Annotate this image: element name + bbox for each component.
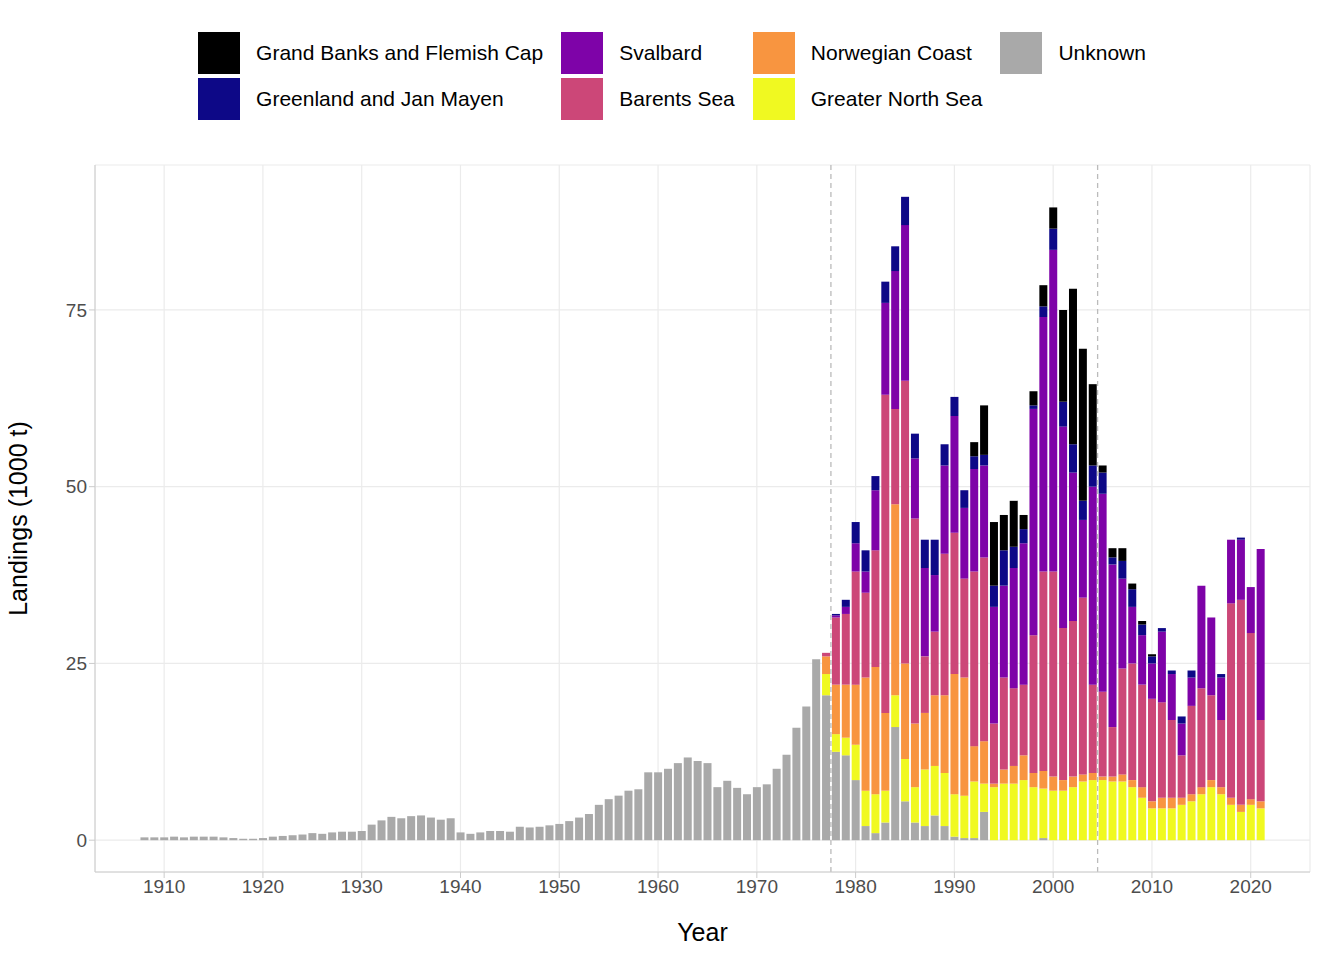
- html-text:Barents Sea: Barents Sea: [619, 87, 735, 110]
- html-text:Svalbard: Svalbard: [619, 41, 703, 64]
- html-text:Norwegian Coast: Norwegian Coast: [810, 41, 972, 64]
- svg-text:2010: 2010: [1131, 876, 1173, 897]
- svg-text:1950: 1950: [538, 876, 580, 897]
- svg-text:0: 0: [76, 830, 87, 851]
- svg-text:Landings (1000 t): Landings (1000 t): [8, 421, 32, 616]
- svg-text:1930: 1930: [341, 876, 383, 897]
- html-text:Greater North Sea: Greater North Sea: [810, 87, 983, 110]
- svg-text:1940: 1940: [439, 876, 481, 897]
- html-text:Grand Banks and Flemish Cap: Grand Banks and Flemish Cap: [256, 41, 544, 64]
- svg-text:Year: Year: [677, 918, 728, 946]
- svg-text:1970: 1970: [736, 876, 778, 897]
- svg-text:1990: 1990: [933, 876, 975, 897]
- svg-text:50: 50: [66, 476, 87, 497]
- svg-text:75: 75: [66, 300, 87, 321]
- svg-text:2000: 2000: [1032, 876, 1074, 897]
- svg-text:25: 25: [66, 653, 87, 674]
- svg-text:1980: 1980: [834, 876, 876, 897]
- svg-text:1920: 1920: [242, 876, 284, 897]
- svg-text:1910: 1910: [143, 876, 185, 897]
- svg-text:1960: 1960: [637, 876, 679, 897]
- html-text:Unknown: Unknown: [1058, 41, 1146, 64]
- html-text:Greenland and Jan Mayen: Greenland and Jan Mayen: [256, 87, 504, 110]
- svg-text:2020: 2020: [1230, 876, 1272, 897]
